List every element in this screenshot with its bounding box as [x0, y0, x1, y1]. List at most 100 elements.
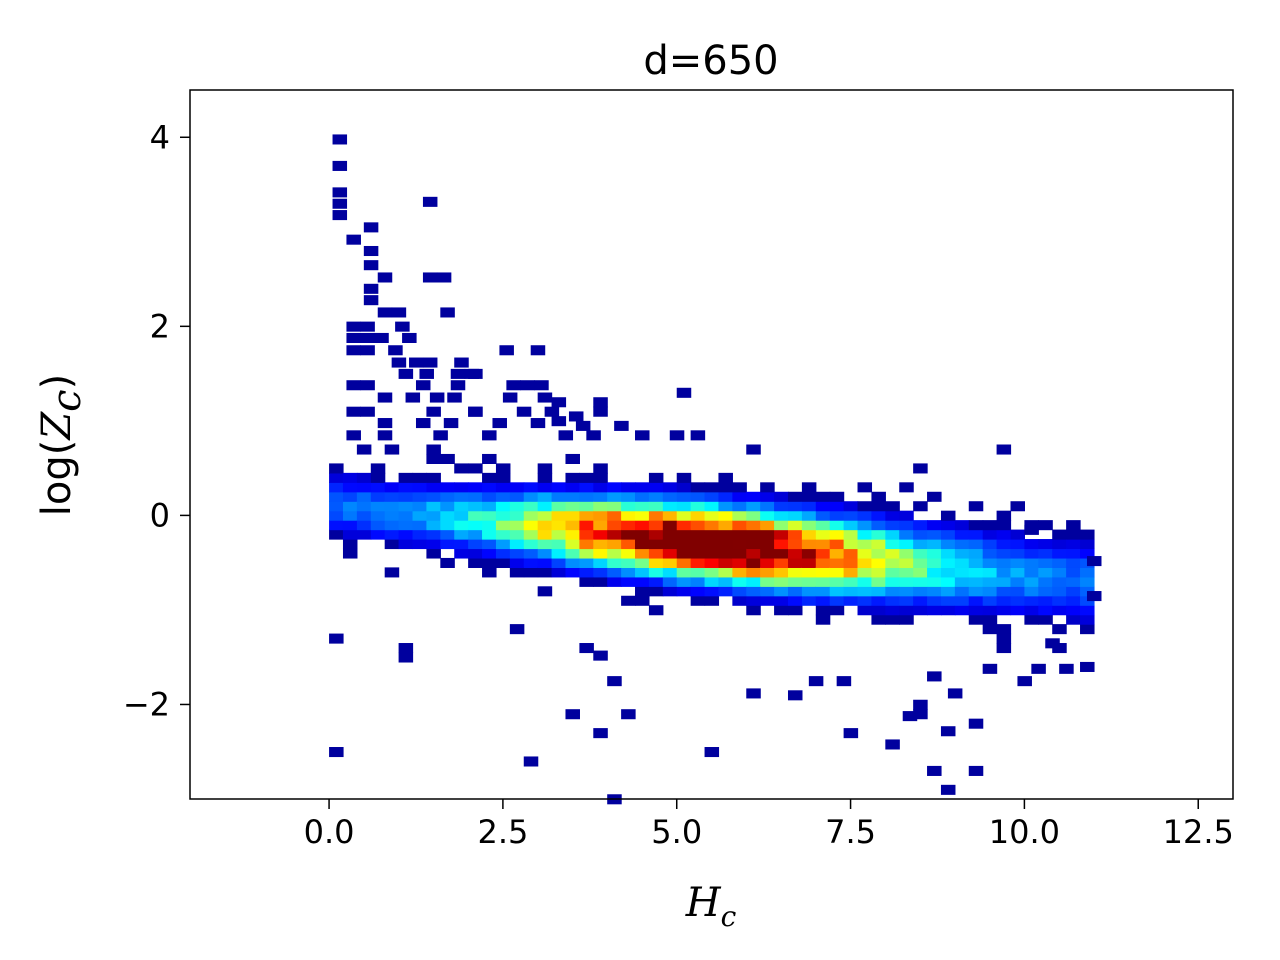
heatmap-cell — [774, 595, 789, 606]
heatmap-cell — [342, 539, 358, 550]
heatmap-cell — [332, 187, 348, 198]
heatmap-cell — [787, 548, 803, 559]
heatmap-cell — [746, 510, 761, 521]
heatmap-cell — [801, 491, 817, 502]
heatmap-cell — [857, 576, 873, 587]
heatmap-cell — [450, 368, 466, 379]
heatmap-cell — [787, 605, 803, 616]
heatmap-cell — [815, 510, 831, 521]
heatmap-cell — [384, 520, 400, 531]
heatmap-cell — [885, 557, 900, 568]
heatmap-cell — [648, 482, 664, 493]
heatmap-cell — [454, 501, 469, 512]
heatmap-cell — [718, 472, 733, 483]
heatmap-cell — [940, 595, 956, 606]
heatmap-cell — [968, 520, 984, 531]
heatmap-cell — [690, 595, 706, 606]
heatmap-cell — [836, 676, 852, 687]
heatmap-cell — [398, 643, 414, 654]
heatmap-cell — [885, 539, 900, 550]
heatmap-cell — [843, 567, 859, 578]
heatmap-cell — [377, 392, 393, 403]
heatmap-cell — [433, 430, 448, 441]
heatmap-cell — [940, 605, 956, 616]
heatmap-cell — [1052, 548, 1067, 559]
heatmap-cell — [391, 357, 407, 368]
heatmap-cell — [579, 643, 594, 654]
heatmap-cell — [346, 345, 361, 356]
heatmap-cell — [440, 529, 455, 540]
heatmap-cell — [787, 539, 803, 550]
heatmap-cell — [468, 491, 483, 502]
heatmap-cell — [398, 472, 414, 483]
heatmap-cell — [954, 605, 970, 616]
heatmap-cell — [996, 643, 1012, 654]
heatmap-cell — [815, 605, 831, 616]
heatmap-cell — [495, 463, 511, 474]
heatmap-cell — [509, 520, 525, 531]
heatmap-cell — [1024, 557, 1039, 568]
heatmap-cell — [927, 576, 942, 587]
heatmap-cell — [982, 624, 998, 635]
heatmap-cell — [363, 295, 379, 306]
heatmap-cell — [1024, 586, 1039, 597]
heatmap-cell — [579, 548, 594, 559]
heatmap-cell — [1052, 557, 1067, 568]
heatmap-cell — [968, 501, 984, 512]
heatmap-cell — [913, 463, 928, 474]
heatmap-cell — [537, 510, 553, 521]
heatmap-cell — [409, 357, 424, 368]
heatmap-cell — [377, 418, 393, 429]
x-axis-label-main: H — [685, 880, 722, 926]
heatmap-cell — [346, 332, 361, 343]
heatmap-cell — [927, 529, 942, 540]
heatmap-cell — [927, 567, 942, 578]
plot-frame — [189, 89, 1234, 800]
heatmap-cell — [760, 548, 775, 559]
y-axis-label-main: Z — [34, 411, 80, 442]
heatmap-cell — [593, 650, 608, 661]
heatmap-cell — [885, 576, 900, 587]
heatmap-cell — [342, 472, 358, 483]
y-tick-label: 2 — [150, 307, 170, 345]
heatmap-cell — [482, 453, 497, 464]
heatmap-cell — [732, 548, 747, 559]
heatmap-cell — [954, 520, 970, 531]
heatmap-cell — [482, 539, 497, 550]
heatmap-cell — [426, 472, 441, 483]
heatmap-cell — [440, 557, 455, 568]
heatmap-cell — [621, 548, 636, 559]
heatmap-cell — [1052, 529, 1067, 540]
x-tick-label: 2.5 — [477, 813, 528, 851]
heatmap-cell — [648, 491, 664, 502]
heatmap-cell — [509, 491, 525, 502]
heatmap-cell — [996, 520, 1012, 531]
heatmap-cell — [871, 586, 886, 597]
heatmap-cell — [391, 307, 407, 318]
heatmap-cell — [662, 576, 678, 587]
heatmap-cell — [614, 420, 629, 431]
heatmap-cell — [704, 586, 720, 597]
heatmap-cell — [332, 160, 348, 171]
heatmap-cell — [843, 728, 859, 739]
y-tick-label: 4 — [150, 118, 170, 156]
heatmap-cell — [815, 520, 831, 531]
heatmap-cell — [704, 529, 720, 540]
heatmap-cell — [1052, 605, 1067, 616]
heatmap-cell — [690, 576, 706, 587]
heatmap-cell — [635, 510, 650, 521]
heatmap-cell — [718, 548, 733, 559]
heatmap-cell — [899, 482, 914, 493]
heatmap-cell — [996, 567, 1012, 578]
heatmap-cell — [676, 576, 692, 587]
heatmap-cell — [1086, 591, 1102, 602]
heatmap-cell — [509, 510, 525, 521]
heatmap-cell — [360, 332, 375, 343]
heatmap-cell — [648, 472, 664, 483]
heatmap-cell — [579, 482, 594, 493]
heatmap-cell — [534, 380, 549, 391]
heatmap-cell — [1080, 567, 1095, 578]
heatmap-cell — [899, 557, 914, 568]
x-tick-label: 10.0 — [989, 813, 1060, 851]
heatmap-cell — [329, 472, 344, 483]
